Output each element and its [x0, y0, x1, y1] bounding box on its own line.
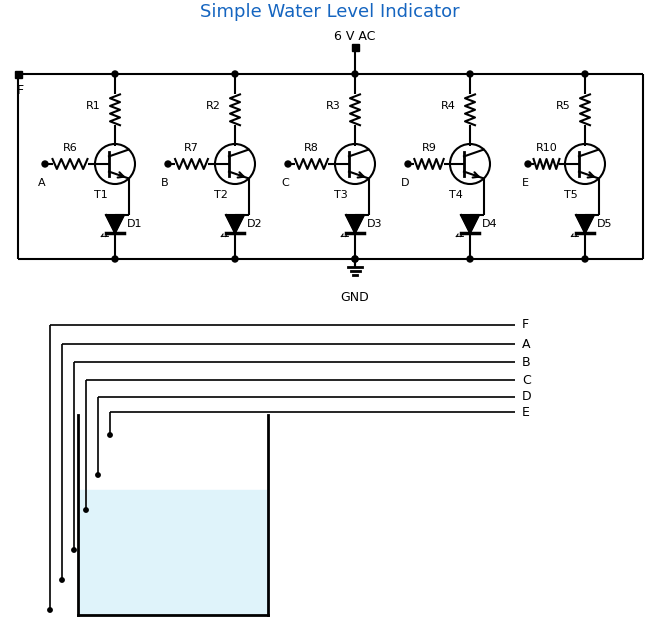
Text: F: F	[522, 318, 529, 331]
Text: R6: R6	[63, 143, 77, 153]
Text: T4: T4	[449, 190, 463, 200]
Polygon shape	[461, 215, 479, 233]
Text: D2: D2	[247, 219, 262, 229]
Text: D4: D4	[482, 219, 498, 229]
Circle shape	[352, 256, 358, 262]
Circle shape	[84, 508, 88, 512]
Circle shape	[48, 608, 52, 612]
Text: A: A	[522, 338, 531, 350]
Circle shape	[232, 256, 238, 262]
Text: D: D	[522, 391, 531, 403]
Circle shape	[582, 256, 588, 262]
Circle shape	[352, 71, 358, 77]
Text: R3: R3	[327, 101, 341, 111]
Circle shape	[582, 71, 588, 77]
Text: R1: R1	[86, 101, 101, 111]
Text: E: E	[522, 406, 530, 418]
Circle shape	[59, 578, 64, 582]
Text: T1: T1	[94, 190, 108, 200]
Text: GND: GND	[340, 291, 369, 304]
Polygon shape	[576, 215, 594, 233]
Circle shape	[285, 161, 291, 167]
Circle shape	[467, 256, 473, 262]
Circle shape	[405, 161, 411, 167]
Text: R9: R9	[422, 143, 436, 153]
Text: D1: D1	[127, 219, 143, 229]
Text: D: D	[401, 178, 409, 188]
Text: R8: R8	[304, 143, 319, 153]
Text: R7: R7	[184, 143, 199, 153]
Text: 6 V AC: 6 V AC	[334, 30, 375, 43]
Polygon shape	[226, 215, 244, 233]
Text: T5: T5	[564, 190, 578, 200]
Circle shape	[72, 548, 76, 552]
Text: D3: D3	[367, 219, 383, 229]
Circle shape	[112, 256, 118, 262]
Circle shape	[467, 71, 473, 77]
Text: R10: R10	[535, 143, 557, 153]
Bar	[15, 70, 22, 77]
Circle shape	[165, 161, 171, 167]
Circle shape	[112, 71, 118, 77]
Text: R4: R4	[441, 101, 456, 111]
Text: Simple Water Level Indicator: Simple Water Level Indicator	[200, 3, 460, 21]
Text: B: B	[161, 178, 169, 188]
Bar	[352, 43, 358, 50]
Text: E: E	[522, 178, 529, 188]
Circle shape	[42, 161, 48, 167]
Circle shape	[96, 473, 100, 477]
Text: B: B	[522, 355, 531, 369]
Circle shape	[525, 161, 531, 167]
Polygon shape	[78, 490, 268, 615]
Text: C: C	[281, 178, 289, 188]
Text: T3: T3	[334, 190, 348, 200]
Text: R5: R5	[557, 101, 571, 111]
Circle shape	[232, 71, 238, 77]
Text: R2: R2	[206, 101, 221, 111]
Circle shape	[108, 433, 112, 437]
Text: D5: D5	[597, 219, 613, 229]
Circle shape	[352, 256, 358, 262]
Text: T2: T2	[214, 190, 228, 200]
Text: A: A	[38, 178, 46, 188]
Polygon shape	[106, 215, 124, 233]
Polygon shape	[346, 215, 364, 233]
Text: C: C	[522, 374, 531, 386]
Text: F: F	[17, 84, 24, 97]
